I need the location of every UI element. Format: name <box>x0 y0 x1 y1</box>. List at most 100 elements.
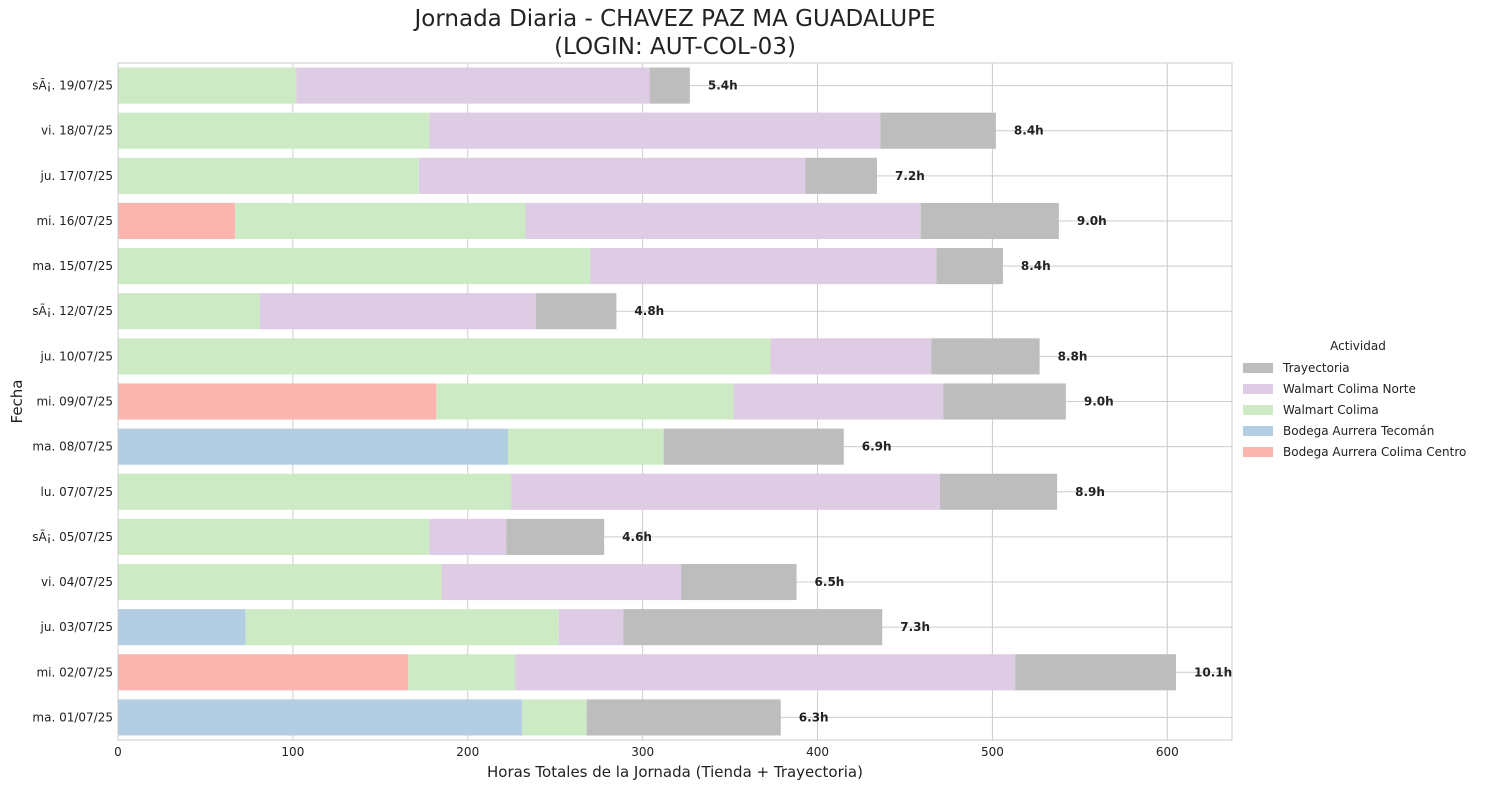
bar-segment <box>118 293 260 330</box>
bar-segment <box>931 338 1040 375</box>
bar-segment <box>770 338 932 375</box>
y-tick-label: lu. 07/07/25 <box>41 485 113 499</box>
bar-segment <box>259 293 536 330</box>
bar-segment <box>418 157 806 194</box>
bar-segment <box>920 202 1059 240</box>
bar-segment <box>118 112 430 149</box>
legend-swatch <box>1243 383 1273 394</box>
bar-segment <box>235 202 526 240</box>
x-tick-label: 500 <box>981 745 1004 759</box>
chart-subtitle: (LOGIN: AUT-COL-03) <box>554 34 796 60</box>
y-tick-label: sÃ¡. 05/07/25 <box>32 529 113 544</box>
bar-total-label: 8.4h <box>1014 124 1044 138</box>
bar-segment <box>586 699 781 736</box>
legend-swatch <box>1243 362 1273 373</box>
bar-segment <box>1015 654 1177 691</box>
legend-label: Walmart Colima <box>1283 402 1379 417</box>
legend-swatch <box>1243 446 1273 457</box>
bar-segment <box>805 157 877 194</box>
y-tick-label: sÃ¡. 12/07/25 <box>32 303 113 318</box>
bar-segment <box>408 654 515 691</box>
legend-title: Actividad <box>1330 339 1386 353</box>
bar-segment <box>436 383 734 420</box>
bar-segment <box>118 338 771 375</box>
y-tick-label: vi. 18/07/25 <box>41 124 113 138</box>
plot-frame <box>117 62 1233 741</box>
bar-segment <box>590 248 937 285</box>
y-tick-label: ma. 01/07/25 <box>32 710 113 724</box>
bar-segment <box>245 609 559 646</box>
bar-segment <box>118 67 297 104</box>
bar-segment <box>649 67 690 104</box>
y-tick-label: mi. 09/07/25 <box>36 395 113 409</box>
y-tick-label: ju. 17/07/25 <box>40 169 113 183</box>
bar-segment <box>506 518 605 555</box>
bar-total-label: 9.0h <box>1077 214 1107 228</box>
bar-segment <box>525 202 921 240</box>
bar-total-label: 5.4h <box>708 79 738 93</box>
legend-swatch <box>1243 404 1273 415</box>
bar-segment <box>558 609 624 646</box>
bar-segment <box>118 518 430 555</box>
y-tick-label: mi. 02/07/25 <box>36 665 113 679</box>
bar-total-label: 8.4h <box>1021 259 1051 273</box>
legend-item: Walmart Colima <box>1243 399 1473 420</box>
x-tick-label: 400 <box>806 745 829 759</box>
bar-segment <box>681 563 797 601</box>
bar-segment <box>507 428 664 465</box>
chart-title: Jornada Diaria - CHAVEZ PAZ MA GUADALUPE <box>414 6 936 32</box>
x-tick-label: 600 <box>1156 745 1179 759</box>
bar-total-label: 6.9h <box>862 440 892 454</box>
bar-segment <box>118 654 409 691</box>
bar-total-label: 8.9h <box>1075 485 1105 499</box>
bar-segment <box>118 428 508 465</box>
legend-item: Walmart Colima Norte <box>1243 378 1473 399</box>
bar-segment <box>663 428 844 465</box>
bar-segment <box>880 112 996 149</box>
bar-segment <box>118 157 419 194</box>
y-axis-label: Fecha <box>8 380 26 424</box>
bar-segment <box>118 699 522 736</box>
bar-total-label: 4.8h <box>634 304 664 318</box>
bar-segment <box>535 293 617 330</box>
bar-segment <box>118 248 591 285</box>
y-tick-label: sÃ¡. 19/07/25 <box>32 78 113 93</box>
bar-segment <box>118 609 246 646</box>
x-tick-label: 100 <box>281 745 304 759</box>
bar-total-label: 6.3h <box>799 710 829 724</box>
legend-swatch <box>1243 425 1273 436</box>
bar-segment <box>441 563 682 601</box>
x-tick-label: 200 <box>456 745 479 759</box>
bar-total-label: 10.1h <box>1194 665 1232 679</box>
bar-total-label: 7.2h <box>895 169 925 183</box>
legend-item: Bodega Aurrera Tecomán <box>1243 420 1473 441</box>
bar-total-label: 4.6h <box>622 530 652 544</box>
bar-segment <box>939 473 1058 510</box>
legend-label: Bodega Aurrera Colima Centro <box>1283 444 1467 459</box>
bar-total-label: 8.8h <box>1058 349 1088 363</box>
x-tick-label: 0 <box>114 745 122 759</box>
bar-segment <box>118 563 442 601</box>
bar-segment <box>429 112 881 149</box>
y-tick-label: ma. 15/07/25 <box>32 259 113 273</box>
bar-segment <box>511 473 940 510</box>
bar-segment <box>623 609 883 646</box>
bar-segment <box>936 248 1003 285</box>
legend: Actividad Trayectoria Walmart Colima Nort… <box>1243 339 1473 462</box>
y-tick-label: vi. 04/07/25 <box>41 575 113 589</box>
bar-segment <box>429 518 507 555</box>
y-tick-label: ju. 10/07/25 <box>40 349 113 363</box>
bar-segment <box>118 383 437 420</box>
bar-segment <box>118 473 512 510</box>
bar-segment <box>943 383 1066 420</box>
legend-item: Trayectoria <box>1243 357 1473 378</box>
bar-total-label: 7.3h <box>900 620 930 634</box>
bar-segment <box>296 67 650 104</box>
bar-total-label: 9.0h <box>1084 395 1114 409</box>
y-tick-label: ju. 03/07/25 <box>40 620 113 634</box>
y-tick-label: mi. 16/07/25 <box>36 214 113 228</box>
x-tick-label: 300 <box>631 745 654 759</box>
bar-segment <box>521 699 587 736</box>
legend-label: Trayectoria <box>1283 360 1350 375</box>
